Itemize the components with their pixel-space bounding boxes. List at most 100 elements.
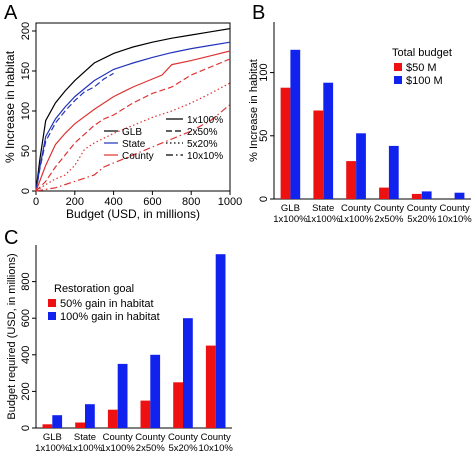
x-tick-label: 800 [182,196,200,208]
series-line [35,28,231,192]
bar [150,354,161,428]
x-tick-label: 200 [66,196,84,208]
x-tick-label: State [74,432,96,443]
y-tick-label: 800 [20,272,32,290]
bar [52,415,63,428]
x-tick-label: 1x100% [35,443,70,453]
y-axis-label: Budget required (USD, in millions) [6,253,18,419]
bar [75,422,85,428]
legend-title: Restoration goal [54,283,134,295]
bar [346,161,356,199]
bar [356,133,366,199]
x-tick-label: 1x100% [273,214,308,225]
x-tick-label: County [201,432,231,443]
y-tick-label: 0 [20,188,32,194]
bar [117,363,128,428]
y-axis-label: % Increase in habitat [3,50,17,163]
bar [421,191,432,199]
x-tick-label: 5x20% [168,443,198,453]
panel-b-letter: B [252,2,265,24]
x-tick-label: 1000 [218,196,242,208]
x-tick-label: 1x100% [68,443,103,453]
bar [379,187,389,199]
series-line [35,50,231,192]
x-tick-label: County [341,203,371,214]
bar [388,145,399,199]
x-tick-label: 2x50% [374,214,404,225]
legend-swatch [48,299,56,307]
y-tick-label: 150 [20,62,32,80]
bar [323,82,334,199]
bar [454,192,465,199]
x-tick-label: County [168,432,198,443]
y-tick-label: 100 [20,102,32,120]
bar [411,193,422,199]
legend-label: County [122,151,154,162]
bar [183,318,193,428]
legend-label: 1x100% [187,115,223,126]
y-tick-label: 100 [258,63,270,81]
x-tick-label: 600 [143,196,161,208]
x-tick-label: 1x100% [100,443,135,453]
x-tick-label: County [103,432,133,443]
x-tick-label: 10x10% [437,214,472,225]
x-tick-label: GLB [43,432,62,443]
y-axis-label: % Increase in habitat [248,59,260,162]
x-tick-label: County [135,432,165,443]
x-tick-label: 10x10% [198,443,233,453]
x-tick-label: 2x50% [136,443,166,453]
bar [140,400,151,428]
x-tick-label: State [312,203,334,214]
bar [173,382,183,429]
y-tick-label: 200 [20,382,32,400]
legend-label: GLB [122,127,142,138]
legend-swatch [394,76,402,84]
bar [313,110,324,199]
x-tick-label: GLB [281,203,300,214]
series-line [35,58,231,192]
bar [205,345,216,428]
bar [215,254,226,428]
legend-label: 10x10% [187,151,223,162]
y-tick-label: 0 [258,196,270,202]
x-tick-label: County [440,203,470,214]
legend-label: 2x50% [187,127,218,138]
x-axis-label: Budget (USD, in millions) [66,207,200,221]
legend-label: 100% gain in habitat [60,311,160,323]
legend-swatch [48,312,56,320]
bar [42,424,53,428]
series-line [35,41,231,192]
legend-label: $100 M [406,75,443,87]
y-tick-label: 50 [258,130,270,142]
y-tick-label: 200 [20,22,32,40]
x-tick-label: 0 [33,196,39,208]
plot-frame [35,22,231,192]
bar [280,87,291,199]
x-tick-label: 1x100% [339,214,374,225]
y-tick-label: 400 [20,346,32,364]
y-tick-label: 0 [20,425,32,431]
panel-a-letter: A [4,2,18,24]
bar [107,409,118,428]
series-line [35,82,231,192]
series-line [35,72,114,192]
legend-label: 50% gain in habitat [60,298,154,310]
y-tick-label: 50 [20,145,32,157]
legend-swatch [394,63,402,71]
legend-label: State [122,139,146,150]
panel-c-letter: C [4,227,18,249]
bar [290,49,301,199]
y-tick-label: 600 [20,309,32,327]
x-tick-label: 400 [104,196,122,208]
x-tick-label: County [374,203,404,214]
legend-label: 5x20% [187,139,218,150]
x-tick-label: 1x100% [306,214,341,225]
legend-title: Total budget [392,47,452,59]
x-tick-label: 5x20% [407,214,437,225]
legend-label: $50 M [406,62,437,74]
x-tick-label: County [407,203,437,214]
